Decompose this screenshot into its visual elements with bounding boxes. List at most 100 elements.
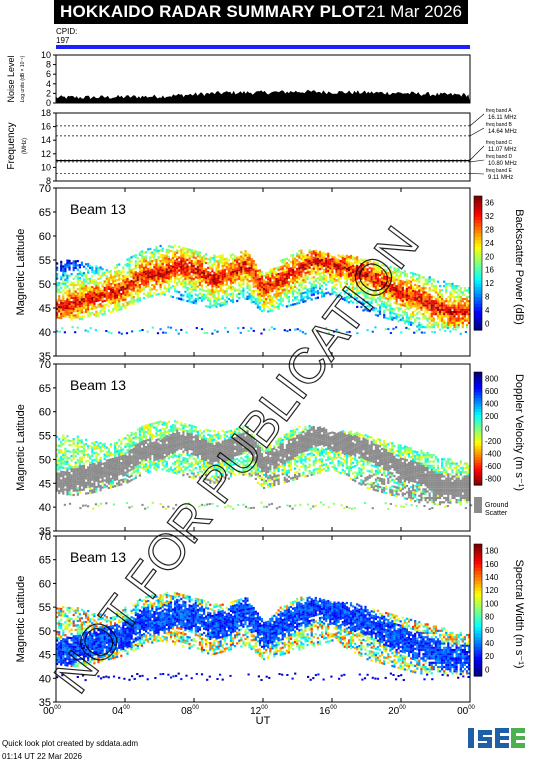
echo-cell	[349, 287, 353, 290]
echo-cell	[161, 249, 164, 252]
echo-cell	[223, 275, 226, 278]
colorbar-segment	[474, 293, 482, 298]
echo-cell	[91, 266, 94, 269]
echo-cell	[64, 488, 67, 491]
echo-cell	[118, 293, 121, 296]
echo-cell	[248, 295, 251, 298]
echo-cell	[306, 260, 309, 263]
echo-cell	[432, 317, 435, 320]
echo-cell	[203, 443, 206, 446]
echo-cell	[219, 304, 222, 307]
echo-cell	[167, 279, 170, 282]
echo-cell	[200, 453, 204, 456]
echo-cell	[405, 290, 408, 293]
echo-cell	[383, 314, 386, 317]
echo-cell	[78, 290, 81, 293]
noise-ytick-label: 10	[41, 50, 51, 60]
echo-cell	[298, 291, 301, 294]
echo-cell	[333, 291, 336, 294]
echo-cell	[85, 473, 88, 476]
echo-cell	[260, 277, 264, 280]
echo-cell	[62, 315, 65, 318]
echo-cell	[368, 288, 371, 291]
echo-cell	[93, 272, 96, 275]
echo-cell	[171, 259, 175, 262]
echo-cell	[196, 263, 199, 267]
echo-cell	[116, 289, 119, 293]
echo-cell	[327, 261, 330, 264]
echo-cell	[101, 486, 104, 489]
echo-cell	[207, 448, 210, 451]
echo-cell	[151, 463, 154, 466]
echo-cell	[341, 256, 344, 259]
echo-cell	[403, 313, 406, 316]
echo-cell	[171, 265, 175, 268]
echo-cell	[304, 285, 307, 288]
echo-cell	[134, 459, 137, 462]
echo-cell	[97, 295, 100, 298]
echo-cell	[441, 297, 444, 301]
echo-cell	[211, 274, 214, 277]
echo-cell	[333, 262, 336, 266]
echo-cell	[370, 271, 373, 274]
echo-cell	[151, 251, 154, 254]
echo-cell	[167, 442, 170, 445]
echo-cell	[331, 268, 334, 271]
echo-cell	[64, 291, 67, 294]
echo-cell	[95, 291, 98, 294]
panel-ytick-label: 35	[39, 351, 51, 363]
echo-cell	[126, 472, 129, 475]
echo-cell	[161, 434, 164, 437]
echo-cell	[246, 261, 249, 264]
echo-cell	[91, 463, 94, 466]
echo-cell	[430, 300, 433, 303]
echo-cell	[399, 305, 402, 308]
echo-cell	[105, 455, 108, 458]
echo-cell	[107, 450, 110, 453]
echo-cell	[321, 278, 324, 281]
echo-cell	[78, 296, 81, 299]
echo-cell	[56, 301, 59, 304]
echo-cell	[82, 311, 86, 314]
echo-cell	[163, 445, 166, 448]
echo-cell	[314, 262, 317, 265]
echo-cell	[155, 428, 158, 431]
echo-cell	[296, 252, 299, 255]
echo-cell	[161, 280, 164, 283]
echo-cell	[205, 458, 208, 462]
echo-cell	[329, 262, 332, 266]
echo-cell	[299, 329, 302, 332]
echo-cell	[405, 298, 408, 301]
echo-cell	[147, 443, 150, 446]
echo-cell	[236, 299, 239, 303]
echo-cell	[447, 310, 450, 314]
echo-cell	[198, 273, 201, 276]
echo-cell	[157, 459, 160, 462]
echo-cell	[246, 276, 249, 279]
echo-cell	[89, 489, 92, 492]
echo-cell	[120, 286, 123, 289]
echo-cell	[82, 447, 86, 450]
echo-cell	[60, 460, 63, 463]
echo-cell	[93, 287, 96, 290]
echo-cell	[196, 473, 199, 476]
echo-cell	[333, 267, 336, 270]
echo-cell	[447, 302, 450, 305]
echo-cell	[356, 262, 359, 265]
echo-cell	[85, 306, 88, 309]
echo-cell	[225, 259, 228, 262]
echo-cell	[260, 271, 264, 274]
echo-cell	[339, 268, 342, 271]
echo-cell	[134, 457, 137, 460]
echo-cell	[433, 331, 436, 334]
echo-cell	[308, 296, 311, 299]
echo-cell	[198, 459, 201, 462]
echo-cell	[153, 255, 156, 258]
echo-cell	[107, 474, 110, 477]
echo-cell	[105, 485, 108, 488]
echo-cell	[269, 279, 272, 282]
echo-cell	[219, 302, 222, 305]
echo-cell	[198, 467, 201, 471]
echo-cell	[275, 288, 278, 291]
echo-cell	[66, 266, 69, 269]
